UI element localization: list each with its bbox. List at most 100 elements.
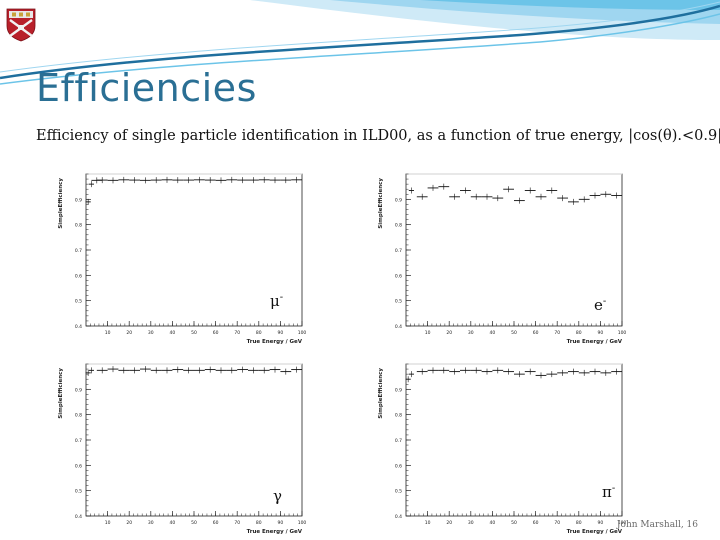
data-point bbox=[427, 184, 439, 191]
data-point bbox=[492, 367, 504, 374]
data-point bbox=[408, 187, 414, 194]
x-tick-label: 30 bbox=[148, 330, 154, 336]
x-tick-label: 90 bbox=[598, 520, 604, 526]
y-tick-label: 0.7 bbox=[395, 438, 402, 444]
data-point bbox=[460, 187, 471, 194]
x-tick-label: 40 bbox=[490, 520, 496, 526]
x-tick-label: 10 bbox=[105, 520, 111, 526]
data-point bbox=[405, 376, 411, 383]
plot-svg: 0.4 0.5 0.6 0.7 0.8 0.9 10 20 30 40 50 60 70 80 90 100 T… bbox=[58, 363, 307, 535]
y-tick-label: 0.8 bbox=[395, 223, 402, 229]
data-point bbox=[503, 368, 514, 375]
x-tick-label: 100 bbox=[298, 520, 307, 526]
x-tick-label: 90 bbox=[598, 330, 604, 336]
data-point bbox=[107, 366, 119, 373]
x-tick-label: 100 bbox=[618, 520, 627, 526]
efficiency-plot-muon: 0.4 0.5 0.6 0.7 0.8 0.9 10 20 30 40 50 60 70 80 90 100 T… bbox=[50, 168, 308, 350]
data-point bbox=[96, 367, 108, 374]
y-tick-label: 0.8 bbox=[75, 413, 82, 419]
x-axis-label: True Energy / GeV bbox=[567, 529, 623, 535]
x-tick-label: 30 bbox=[148, 520, 154, 526]
x-tick-label: 50 bbox=[511, 520, 517, 526]
data-point bbox=[546, 371, 558, 378]
data-point bbox=[578, 369, 590, 376]
x-tick-label: 80 bbox=[256, 520, 262, 526]
data-point bbox=[226, 176, 238, 183]
data-point bbox=[524, 368, 536, 375]
data-point bbox=[204, 366, 216, 373]
data-point bbox=[589, 368, 601, 375]
x-tick-label: 10 bbox=[425, 520, 431, 526]
slide-title: Efficiencies bbox=[36, 66, 257, 110]
x-tick-label: 50 bbox=[191, 520, 197, 526]
x-tick-label: 40 bbox=[170, 330, 176, 336]
x-tick-label: 70 bbox=[234, 520, 240, 526]
data-point bbox=[269, 177, 281, 184]
slide-footer: John Marshall, 16 bbox=[616, 520, 698, 530]
data-point bbox=[183, 177, 194, 184]
data-point bbox=[524, 187, 536, 194]
data-point bbox=[269, 366, 281, 373]
data-point bbox=[237, 366, 248, 373]
y-tick-label: 0.6 bbox=[75, 463, 82, 469]
data-point bbox=[481, 368, 493, 375]
data-point bbox=[194, 367, 205, 374]
particle-label-electron: e- bbox=[594, 296, 607, 314]
y-tick-label: 0.7 bbox=[395, 248, 402, 254]
x-tick-label: 50 bbox=[191, 330, 197, 336]
y-tick-label: 0.7 bbox=[75, 438, 82, 444]
data-point bbox=[129, 367, 140, 374]
data-point bbox=[460, 367, 471, 374]
data-point bbox=[172, 366, 184, 373]
data-point bbox=[546, 187, 558, 194]
plot-frame bbox=[405, 363, 623, 517]
y-tick-label: 0.5 bbox=[395, 299, 402, 305]
plot-svg: 0.4 0.5 0.6 0.7 0.8 0.9 10 20 30 40 50 60 70 80 90 100 T… bbox=[58, 173, 307, 345]
x-tick-label: 100 bbox=[298, 330, 307, 336]
y-tick-label: 0.4 bbox=[75, 324, 82, 330]
data-point bbox=[291, 366, 302, 373]
x-tick-label: 60 bbox=[213, 520, 219, 526]
x-tick-label: 60 bbox=[213, 330, 219, 336]
data-point bbox=[470, 193, 482, 200]
data-point bbox=[161, 367, 173, 374]
data-point bbox=[611, 192, 622, 199]
data-point bbox=[215, 177, 227, 184]
data-point bbox=[96, 177, 108, 184]
data-point bbox=[215, 367, 227, 374]
data-point bbox=[589, 192, 601, 199]
data-point bbox=[140, 366, 151, 373]
data-point bbox=[535, 193, 547, 200]
data-point bbox=[204, 177, 216, 184]
data-point bbox=[416, 193, 428, 200]
data-point bbox=[470, 367, 482, 374]
data-point bbox=[88, 181, 94, 188]
x-tick-label: 20 bbox=[446, 520, 452, 526]
data-point bbox=[129, 177, 140, 184]
data-point bbox=[514, 197, 525, 204]
y-tick-label: 0.8 bbox=[395, 413, 402, 419]
data-point bbox=[248, 367, 259, 374]
data-point bbox=[449, 368, 460, 375]
x-tick-label: 50 bbox=[511, 330, 517, 336]
efficiency-plot-electron: 0.4 0.5 0.6 0.7 0.8 0.9 10 20 30 40 50 60 70 80 90 100 T… bbox=[370, 168, 628, 350]
data-point bbox=[172, 177, 184, 184]
data-point bbox=[427, 367, 439, 374]
x-tick-label: 70 bbox=[554, 520, 560, 526]
particle-label-pion: π- bbox=[602, 483, 616, 501]
data-point bbox=[291, 176, 302, 183]
x-tick-label: 60 bbox=[533, 330, 539, 336]
y-tick-label: 0.6 bbox=[395, 273, 402, 279]
x-tick-label: 40 bbox=[490, 330, 496, 336]
data-point bbox=[438, 367, 450, 374]
x-tick-label: 90 bbox=[278, 330, 284, 336]
x-tick-label: 60 bbox=[533, 520, 539, 526]
y-axis-label: SimpleEfficiency bbox=[58, 178, 64, 229]
data-point bbox=[194, 176, 205, 183]
y-tick-label: 0.7 bbox=[75, 248, 82, 254]
x-tick-label: 100 bbox=[618, 330, 627, 336]
data-point bbox=[514, 371, 525, 378]
data-point bbox=[535, 372, 547, 379]
data-point bbox=[280, 177, 292, 184]
data-point bbox=[600, 191, 612, 198]
